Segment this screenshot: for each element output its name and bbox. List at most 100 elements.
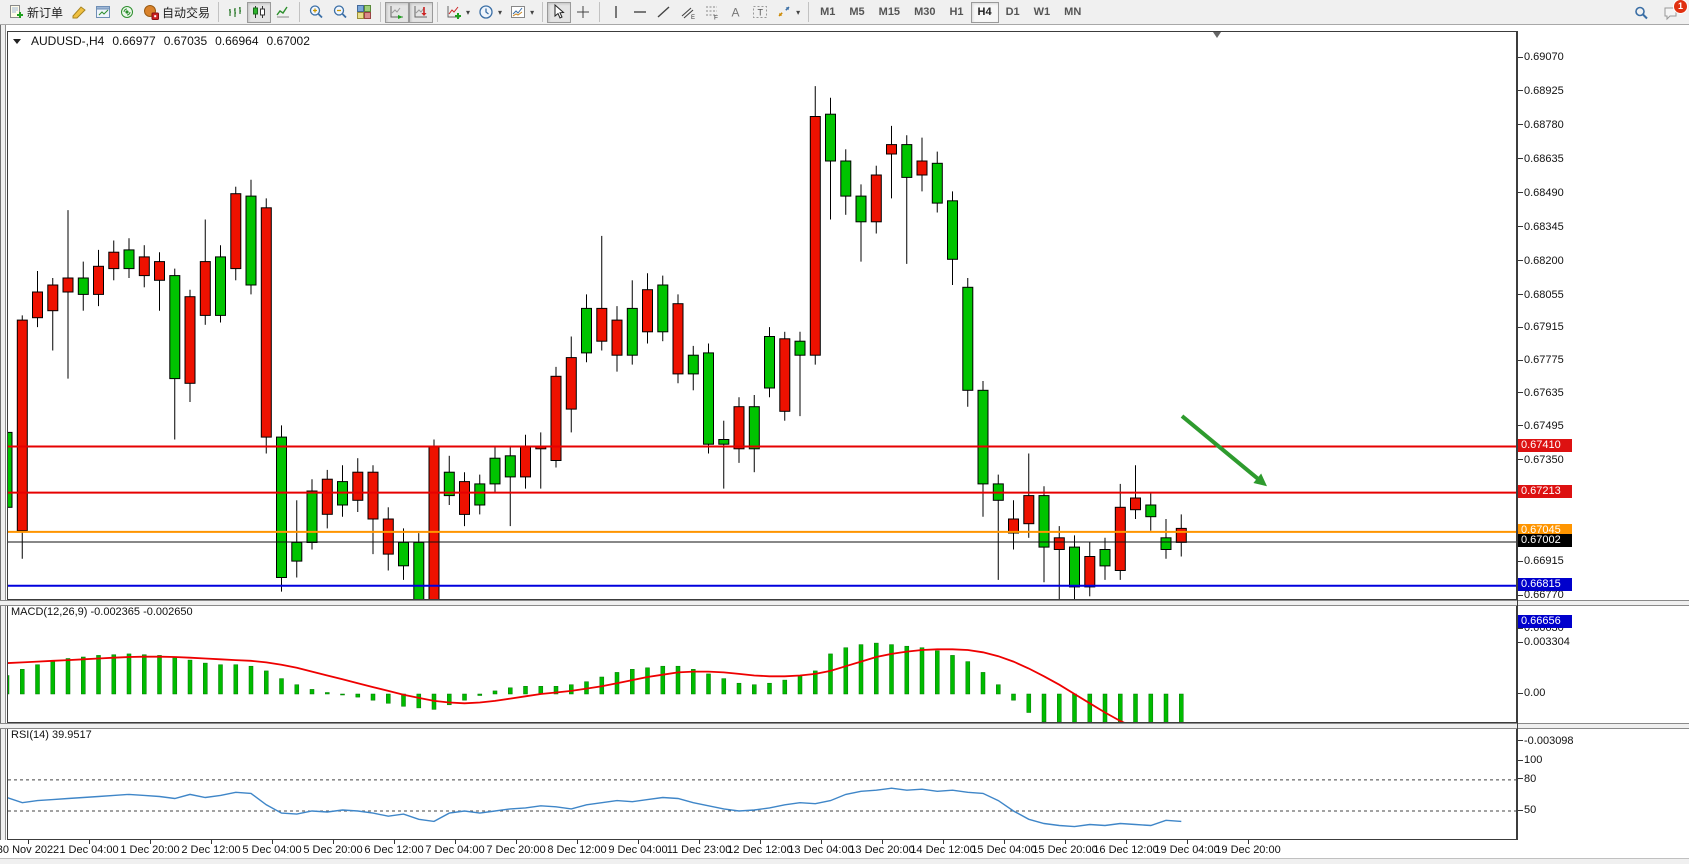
macd-bar bbox=[1102, 693, 1108, 722]
candlestick-button[interactable] bbox=[247, 1, 272, 23]
search-button[interactable] bbox=[1629, 2, 1653, 23]
trend-arrow[interactable] bbox=[1180, 414, 1267, 487]
toolbar-separator bbox=[380, 2, 382, 22]
indicators-button[interactable]: ▾ bbox=[442, 2, 474, 23]
chart-collapse-icon[interactable] bbox=[13, 38, 21, 44]
chart-shift-marker-icon[interactable] bbox=[1213, 32, 1221, 38]
tile-windows-button[interactable] bbox=[352, 2, 376, 23]
tf-d1[interactable]: D1 bbox=[999, 2, 1027, 23]
tf-m5[interactable]: M5 bbox=[842, 2, 871, 23]
price-tick-mark bbox=[1518, 56, 1523, 58]
candle bbox=[931, 151, 943, 213]
time-tick-mark bbox=[455, 840, 456, 844]
new-chart-button[interactable] bbox=[67, 2, 91, 23]
chart-shift-button[interactable] bbox=[409, 1, 434, 23]
macd-bar bbox=[782, 679, 788, 695]
fibonacci-button[interactable]: F bbox=[700, 2, 724, 23]
algo-trading-button[interactable]: 自动交易 bbox=[139, 2, 214, 23]
horizontal-line-button[interactable] bbox=[628, 2, 652, 23]
symbol-period-label: AUDUSD-,H4 bbox=[31, 34, 105, 48]
line-chart-button[interactable] bbox=[271, 2, 295, 23]
trendline-button[interactable] bbox=[652, 2, 676, 23]
macd-bar bbox=[919, 647, 925, 695]
search-icon bbox=[1633, 5, 1649, 21]
tf-m15[interactable]: M15 bbox=[872, 2, 907, 23]
cursor-button[interactable] bbox=[547, 1, 572, 23]
signals-button[interactable] bbox=[115, 2, 139, 23]
macd-bar bbox=[1163, 693, 1169, 722]
tf-mn[interactable]: MN bbox=[1057, 2, 1088, 23]
macd-bar bbox=[858, 644, 864, 695]
svg-text:F: F bbox=[714, 15, 718, 21]
chart-title: AUDUSD-,H4 0.66977 0.67035 0.66964 0.670… bbox=[13, 34, 310, 48]
vertical-line-button[interactable] bbox=[604, 2, 628, 23]
candle bbox=[855, 184, 867, 262]
candle bbox=[199, 219, 211, 325]
text-label-button[interactable]: T bbox=[748, 2, 772, 23]
macd-panel[interactable] bbox=[7, 604, 1517, 723]
macd-bar bbox=[20, 669, 25, 695]
macd-bar bbox=[950, 655, 955, 695]
tf-m30[interactable]: M30 bbox=[907, 2, 942, 23]
time-tick-mark bbox=[150, 840, 151, 844]
time-tick-mark bbox=[1004, 840, 1005, 844]
macd-tick-label: -0.003098 bbox=[1524, 734, 1574, 747]
equidistant-channel-button[interactable]: E bbox=[676, 2, 700, 23]
templates-button[interactable]: ▾ bbox=[506, 2, 538, 23]
tf-m1[interactable]: M1 bbox=[813, 2, 842, 23]
candle bbox=[611, 306, 623, 372]
periods-button[interactable]: ▾ bbox=[474, 2, 506, 23]
zoom-out-button[interactable] bbox=[328, 2, 352, 23]
rsi-panel[interactable] bbox=[7, 727, 1517, 840]
candle bbox=[413, 533, 425, 599]
profiles-button[interactable] bbox=[91, 2, 115, 23]
time-tick-label: 8 Dec 12:00 bbox=[547, 844, 607, 856]
new-order-button[interactable]: 新订单 bbox=[4, 2, 67, 23]
candle bbox=[93, 249, 104, 307]
time-tick-mark bbox=[516, 840, 517, 844]
notifications-button[interactable]: 1 bbox=[1659, 0, 1688, 23]
bar-chart-button[interactable] bbox=[223, 2, 247, 23]
time-axis[interactable]: 30 Nov 2022 1 Dec 04:00 1 Dec 20:00 2 Dec 1… bbox=[0, 840, 1689, 858]
price-tick-label: 0.67350 bbox=[1524, 453, 1564, 466]
rsi-tick-label: 80 bbox=[1524, 772, 1537, 785]
candle bbox=[809, 86, 821, 365]
price-tick-label: 0.68055 bbox=[1524, 288, 1564, 301]
candle bbox=[840, 149, 852, 215]
price-tick-mark bbox=[1518, 226, 1523, 228]
ohlc-open: 0.66977 bbox=[112, 34, 156, 48]
price-tag: 0.66815 bbox=[1518, 578, 1572, 592]
tf-h1[interactable]: H1 bbox=[942, 2, 970, 23]
candle bbox=[489, 446, 501, 494]
macd-signal-line bbox=[8, 648, 1125, 722]
candle bbox=[184, 289, 196, 402]
price-tick-label: 0.67775 bbox=[1524, 354, 1564, 367]
time-tick-mark bbox=[577, 840, 578, 844]
macd-bar bbox=[874, 642, 879, 695]
main-chart-panel[interactable] bbox=[7, 31, 1517, 600]
crosshair-button[interactable] bbox=[571, 2, 595, 23]
text-button[interactable]: A bbox=[724, 2, 748, 23]
macd-values: -0.002365 -0.002650 bbox=[90, 606, 193, 618]
tf-h4[interactable]: H4 bbox=[970, 1, 999, 23]
macd-bar bbox=[660, 665, 666, 695]
panel-splitter-rsi[interactable] bbox=[0, 723, 1689, 729]
auto-scroll-button[interactable] bbox=[385, 1, 410, 23]
panel-splitter-macd[interactable] bbox=[0, 600, 1689, 606]
time-tick-label: 5 Dec 04:00 bbox=[242, 844, 302, 856]
candle bbox=[581, 294, 592, 363]
candle bbox=[962, 278, 974, 407]
candle bbox=[32, 271, 43, 328]
candle bbox=[764, 327, 775, 398]
candle bbox=[1099, 537, 1111, 580]
fib-icon: F bbox=[704, 4, 720, 20]
tf-w1[interactable]: W1 bbox=[1027, 2, 1058, 23]
macd-bar bbox=[675, 665, 681, 695]
price-tick-mark bbox=[1518, 260, 1523, 262]
price-tick-label: 0.68635 bbox=[1524, 152, 1564, 165]
candle bbox=[337, 465, 348, 517]
zoom-in-button[interactable] bbox=[304, 2, 328, 23]
arrows-button[interactable]: ▾ bbox=[772, 2, 804, 23]
candle bbox=[916, 137, 928, 192]
candle bbox=[565, 336, 577, 433]
